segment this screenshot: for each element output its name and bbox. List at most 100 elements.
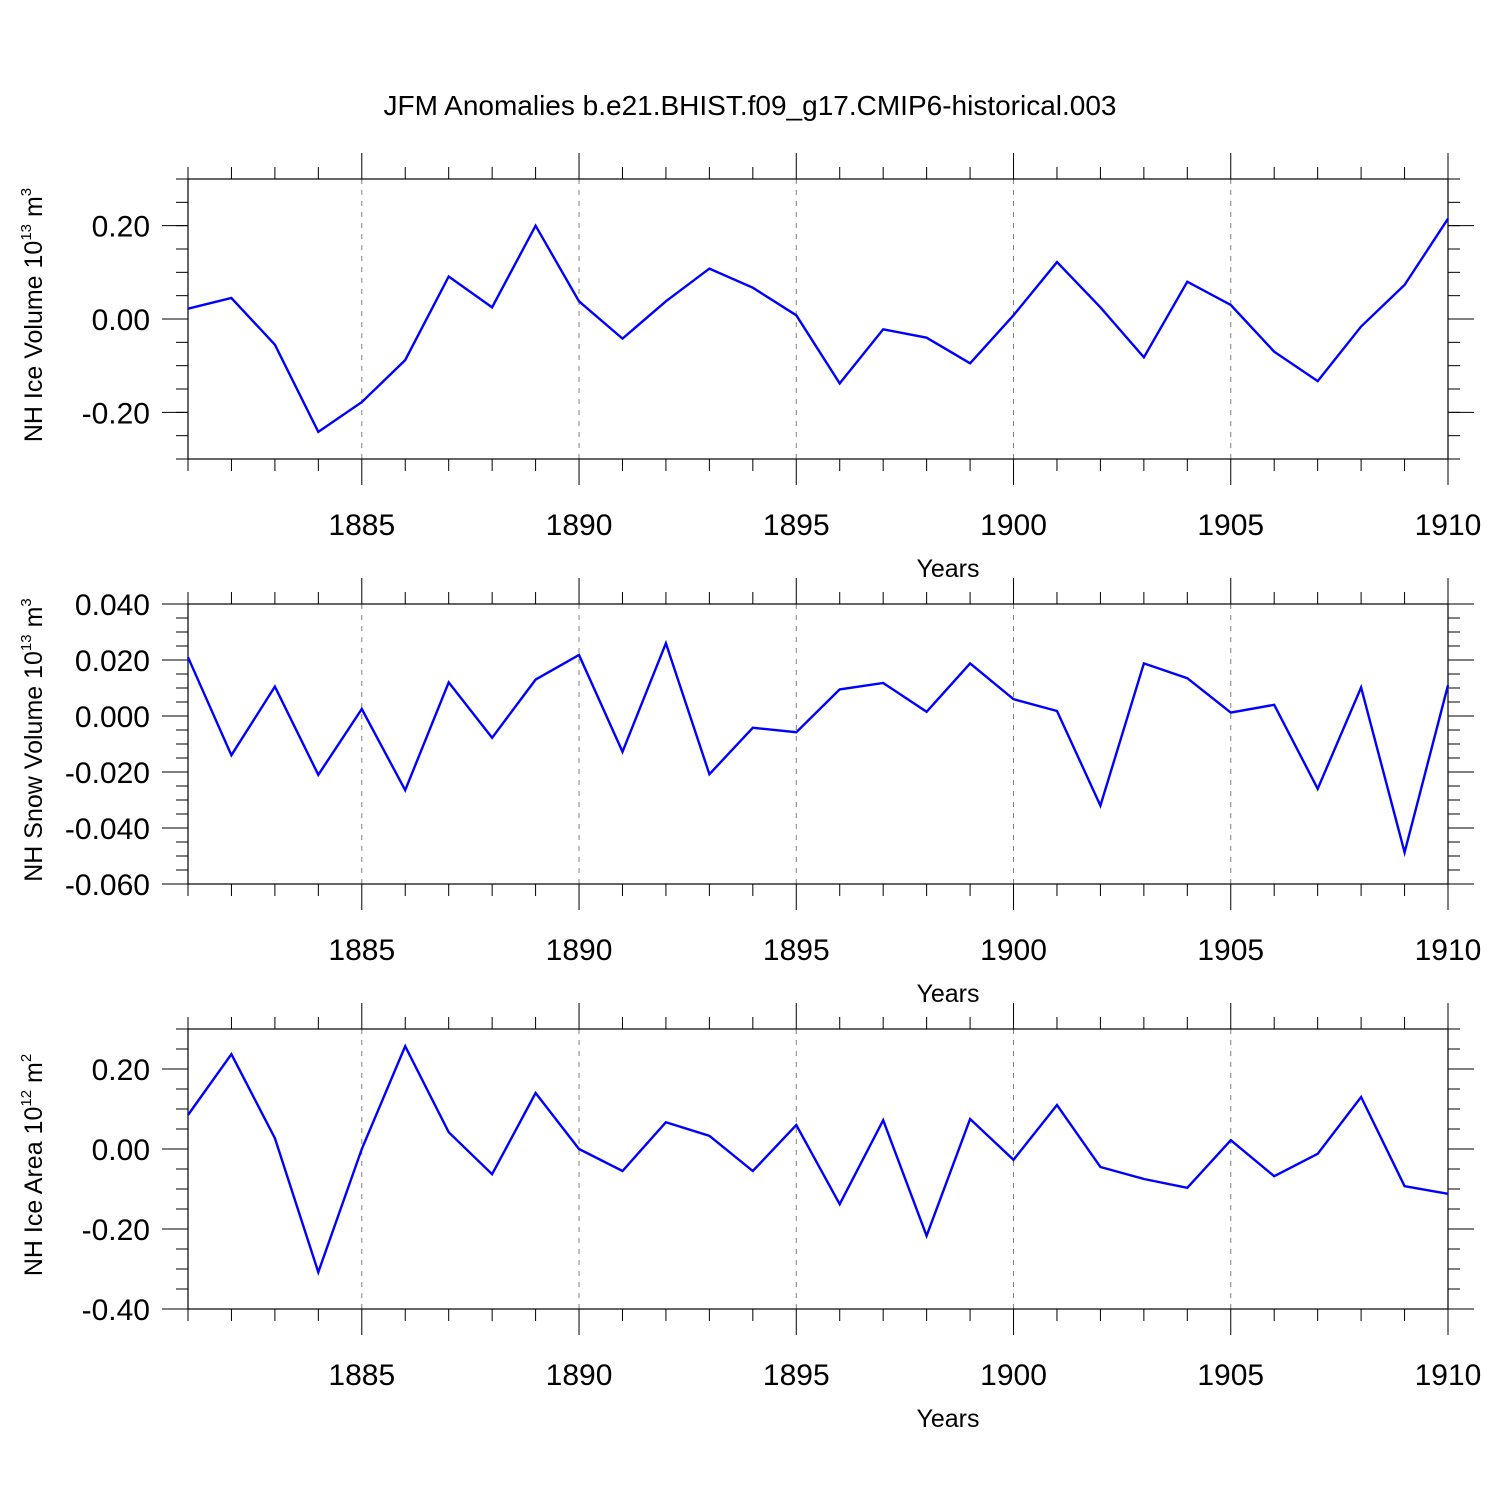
x-tick-label: 1910 — [1415, 934, 1482, 967]
data-point — [577, 1147, 581, 1151]
data-point — [881, 681, 885, 685]
x-tick-label: 1885 — [328, 1359, 395, 1392]
data-point — [273, 343, 277, 347]
data-point — [273, 1136, 277, 1140]
data-point — [403, 1044, 407, 1048]
data-point — [1098, 305, 1102, 309]
data-point — [1359, 1095, 1363, 1099]
x-axis-title: Years — [916, 1405, 979, 1433]
y-tick-label: -0.060 — [65, 869, 150, 902]
data-point — [186, 655, 190, 659]
data-point — [1012, 1158, 1016, 1162]
data-point — [1446, 1192, 1450, 1196]
x-tick-label: 1905 — [1197, 509, 1264, 542]
data-point — [1055, 1103, 1059, 1107]
x-tick-label: 1895 — [763, 509, 830, 542]
data-point — [620, 750, 624, 754]
data-point — [1055, 260, 1059, 264]
data-point — [751, 1169, 755, 1173]
data-point — [360, 400, 364, 404]
data-point — [1229, 1138, 1233, 1142]
data-point — [316, 430, 320, 434]
data-point — [1316, 787, 1320, 791]
y-axis-title: NH Snow Volume 1013 m3 — [18, 598, 48, 882]
series-line — [187, 1043, 1449, 1276]
x-tick-label: 1890 — [546, 509, 613, 542]
data-point — [316, 1270, 320, 1274]
x-tick-label: 1895 — [763, 1359, 830, 1392]
x-tick-label: 1885 — [328, 934, 395, 967]
x-tick-label: 1910 — [1415, 509, 1482, 542]
data-point — [490, 736, 494, 740]
x-tick-label: 1905 — [1197, 1359, 1264, 1392]
chart-ice-area: -0.40 -0.20 0.00 0.20 1885 1890 1895 1900 1905 19… — [18, 1003, 1481, 1433]
y-tick-label: 0.00 — [92, 304, 150, 337]
y-tick-label: -0.040 — [65, 813, 150, 846]
x-tick-label: 1890 — [546, 934, 613, 967]
y-tick-label: -0.020 — [65, 757, 150, 790]
chart-panels: -0.20 0.00 0.20 1885 1890 1895 1900 1905 1910 Yea… — [18, 153, 1481, 1433]
x-tick-label: 1895 — [763, 934, 830, 967]
y-tick-label: 0.20 — [92, 211, 150, 244]
chart-ice-volume: -0.20 0.00 0.20 1885 1890 1895 1900 1905 1910 Yea… — [18, 153, 1481, 583]
y-tick-label: 0.040 — [75, 589, 150, 622]
data-point — [1403, 283, 1407, 287]
x-tick-label: 1905 — [1197, 934, 1264, 967]
data-point — [925, 336, 929, 340]
y-axis-title: NH Ice Area 1012 m2 — [18, 1054, 48, 1276]
data-point — [925, 1234, 929, 1238]
data-point — [1316, 379, 1320, 383]
data-point — [447, 1130, 451, 1134]
data-point — [403, 358, 407, 362]
data-point — [1446, 683, 1450, 687]
data-point — [186, 307, 190, 311]
data-point — [1272, 350, 1276, 354]
x-tick-label: 1910 — [1415, 1359, 1482, 1392]
data-point — [403, 788, 407, 792]
data-point — [273, 685, 277, 689]
data-point — [577, 299, 581, 303]
data-point — [447, 275, 451, 279]
data-point — [316, 773, 320, 777]
y-tick-label: -0.20 — [82, 1214, 150, 1247]
x-axis-title: Years — [916, 555, 979, 583]
data-point — [881, 1118, 885, 1122]
data-point — [838, 381, 842, 385]
x-tick-label: 1890 — [546, 1359, 613, 1392]
data-point — [534, 1091, 538, 1095]
data-point — [751, 286, 755, 290]
data-point — [1446, 217, 1450, 221]
data-point — [968, 661, 972, 665]
series-line — [187, 218, 1450, 434]
data-point — [794, 730, 798, 734]
data-point — [1142, 355, 1146, 359]
x-tick-label: 1900 — [980, 1359, 1047, 1392]
data-point — [229, 1052, 233, 1056]
data-point — [1012, 697, 1016, 701]
data-point — [534, 224, 538, 228]
series-line — [186, 639, 1450, 858]
data-point — [1316, 1152, 1320, 1156]
data-point — [360, 707, 364, 711]
figure-title: JFM Anomalies b.e21.BHIST.f09_g17.CMIP6-… — [383, 90, 1116, 121]
data-point — [794, 313, 798, 317]
data-point — [968, 361, 972, 365]
data-point — [1098, 804, 1102, 808]
data-point — [1142, 1177, 1146, 1181]
y-tick-label: -0.20 — [82, 397, 150, 430]
data-point — [620, 337, 624, 341]
data-point — [707, 1134, 711, 1138]
y-tick-label: 0.020 — [75, 645, 150, 678]
data-point — [1403, 1184, 1407, 1188]
data-point — [1142, 661, 1146, 665]
data-point — [229, 753, 233, 757]
data-point — [577, 653, 581, 657]
y-tick-label: 0.00 — [92, 1134, 150, 1167]
data-point — [1185, 676, 1189, 680]
chart-snow-volume: -0.060 -0.040 -0.020 0.000 0.020 0.040 1885 189… — [18, 578, 1481, 1008]
data-point — [1185, 1186, 1189, 1190]
data-point — [186, 1113, 190, 1117]
data-point — [1272, 703, 1276, 707]
data-point — [707, 267, 711, 271]
